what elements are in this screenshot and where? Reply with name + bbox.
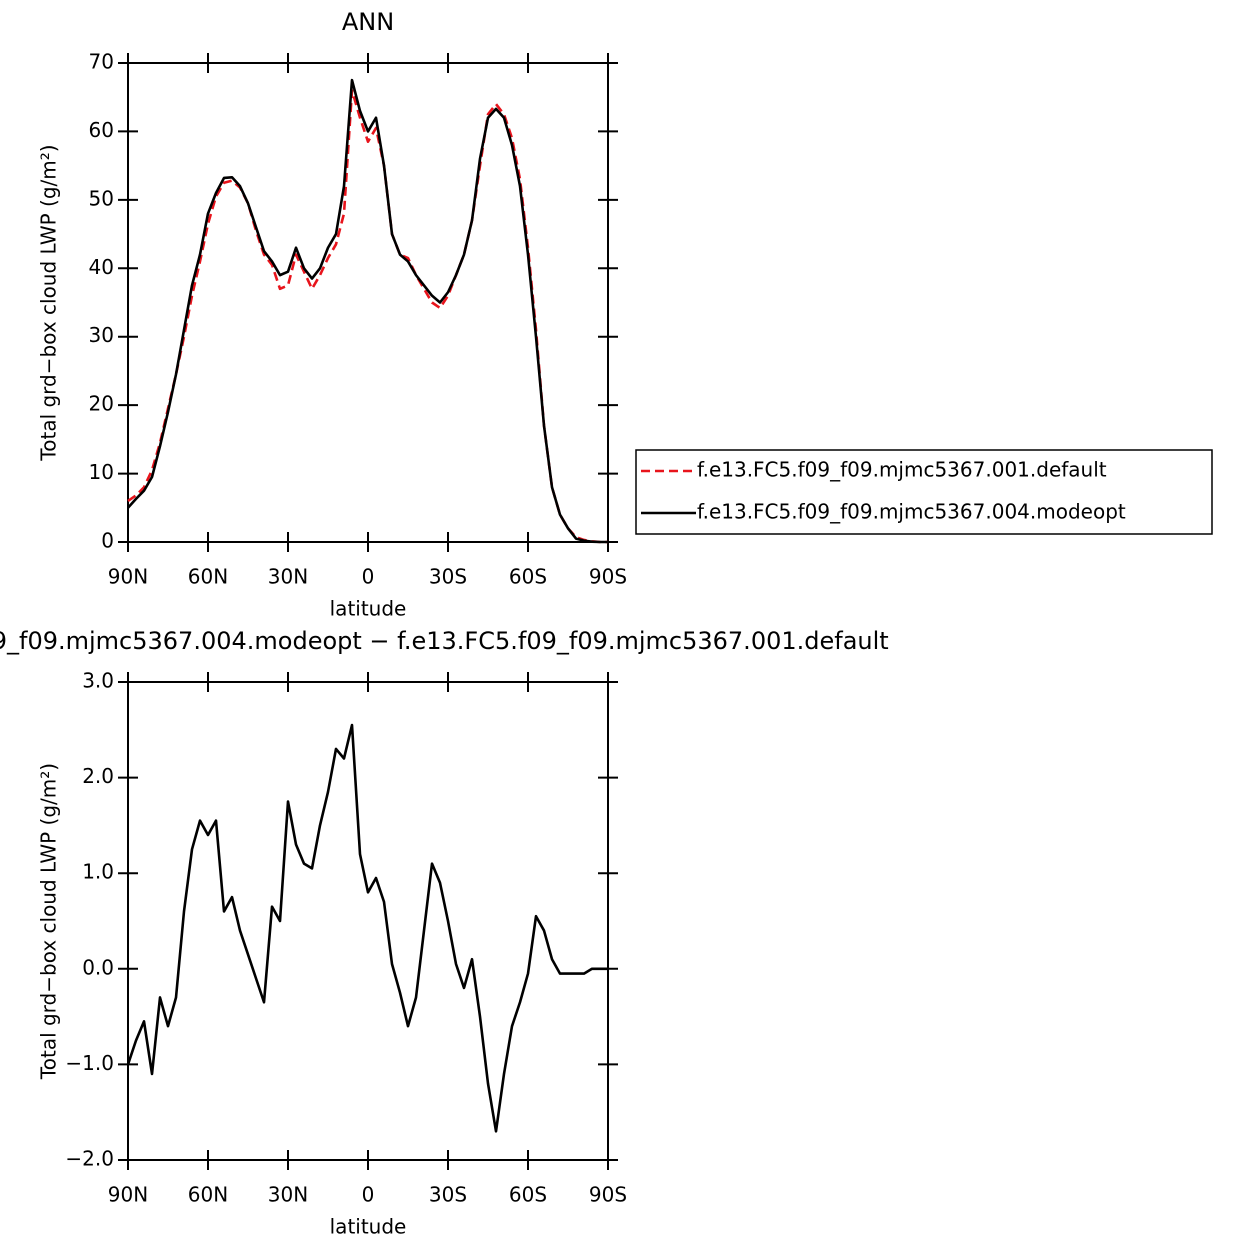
x-tick-label: 90S <box>589 1183 627 1207</box>
x-tick-label: 30N <box>268 565 308 589</box>
x-tick-label: 90S <box>589 565 627 589</box>
x-tick-label: 90N <box>108 565 148 589</box>
y-axis-label: Total grd−box cloud LWP (g/m²) <box>37 144 61 461</box>
legend-box <box>635 449 1213 535</box>
x-axis-label: latitude <box>330 1215 407 1239</box>
y-tick-label: 10 <box>89 460 114 484</box>
x-tick-label: 0 <box>362 1183 375 1207</box>
legend-label: f.e13.FC5.f09_f09.mjmc5367.001.default <box>697 458 1107 482</box>
y-tick-label: 3.0 <box>82 669 114 693</box>
y-tick-label: 50 <box>89 186 114 210</box>
x-tick-label: 60S <box>509 1183 547 1207</box>
x-tick-label: 30S <box>429 1183 467 1207</box>
y-tick-label: 70 <box>89 50 114 74</box>
x-tick-label: 60S <box>509 565 547 589</box>
y-tick-label: 40 <box>89 255 114 279</box>
chart-title: ANN <box>342 8 394 36</box>
x-tick-label: 60N <box>188 1183 228 1207</box>
y-tick-label: 1.0 <box>82 860 114 884</box>
x-tick-label: 30N <box>268 1183 308 1207</box>
y-tick-label: 30 <box>89 323 114 347</box>
x-tick-label: 0 <box>362 565 375 589</box>
series-line <box>127 78 608 544</box>
x-tick-label: 60N <box>188 565 228 589</box>
legend-label: f.e13.FC5.f09_f09.mjmc5367.004.modeopt <box>697 500 1126 524</box>
series-line <box>127 89 608 544</box>
y-axis-label: Total grd−box cloud LWP (g/m²) <box>37 763 61 1080</box>
chart-title: f.e13.FC5.f09_f09.mjmc5367.004.modeopt −… <box>0 627 889 655</box>
y-tick-label: 0.0 <box>82 955 114 979</box>
y-tick-label: −2.0 <box>65 1147 114 1171</box>
y-tick-label: −1.0 <box>65 1051 114 1075</box>
y-tick-label: 20 <box>89 392 114 416</box>
x-axis-label: latitude <box>330 597 407 621</box>
y-tick-label: 2.0 <box>82 764 114 788</box>
x-tick-label: 30S <box>429 565 467 589</box>
y-tick-label: 60 <box>89 118 114 142</box>
y-tick-label: 0 <box>101 529 114 553</box>
plot-frame <box>127 62 609 543</box>
series-line <box>126 723 608 1133</box>
x-tick-label: 90N <box>108 1183 148 1207</box>
